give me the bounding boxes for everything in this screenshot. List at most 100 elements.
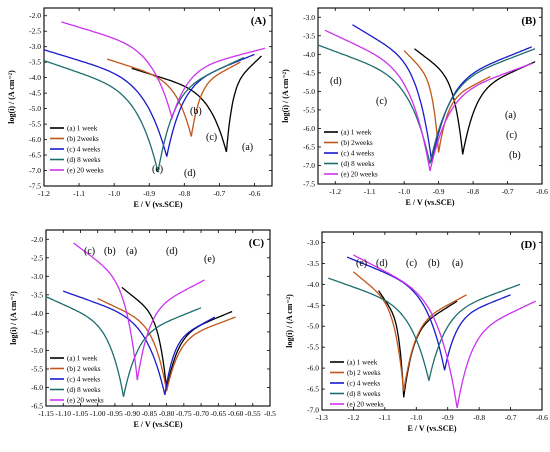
legend-entry: (a) 1 week <box>341 129 372 137</box>
y-tick-label: -2.5 <box>31 253 43 262</box>
x-tick-label: -0.95 <box>107 409 123 418</box>
legend-entry: (c) 4 weeks <box>67 376 100 384</box>
y-axis-label: log(i) / (A cm⁻²) <box>285 294 294 348</box>
y-tick-label: -4.5 <box>31 327 43 336</box>
y-tick-label: -3.5 <box>31 290 43 299</box>
legend-entry: (b) 2weeks <box>341 139 373 147</box>
legend-entry: (a) 1 week <box>67 125 98 133</box>
y-tick-label: -4.0 <box>31 309 43 318</box>
curve-annotation: (d) <box>184 168 196 179</box>
plot-frame <box>43 7 273 187</box>
y-tick-label: -5.0 <box>29 104 41 113</box>
x-axis-label: E / V (vs.SCE) <box>407 424 456 433</box>
y-tick-label: -5.5 <box>307 343 319 352</box>
series-line <box>45 296 202 397</box>
y-tick-label: -3.0 <box>31 272 43 281</box>
y-tick-label: -2.0 <box>29 11 41 20</box>
series-line <box>97 297 236 392</box>
panel-label: (C) <box>249 237 265 249</box>
series-line <box>317 44 536 164</box>
x-tick-label: -0.85 <box>142 409 158 418</box>
x-axis-label: E / V (vs.SCE) <box>133 200 182 209</box>
y-tick-label: -3.5 <box>29 58 41 67</box>
curve-annotation: (c) <box>506 130 517 141</box>
series-line <box>328 277 521 381</box>
curve-annotation: (c) <box>376 96 387 107</box>
y-tick-label: -5.0 <box>307 322 319 331</box>
series-line <box>378 290 458 398</box>
x-tick-label: -1.1 <box>73 189 85 198</box>
curve-annotation: (e) <box>204 254 215 265</box>
x-tick-label: -0.90 <box>124 409 140 418</box>
plot-frame <box>45 229 271 407</box>
curve-annotation: (a) <box>452 258 463 269</box>
panel-2: -1.2 -1.1 -1.0 -0.9 -0.8 -0.7 -0.6 -3.0 -3.5 -4.0… <box>281 7 548 207</box>
x-tick-label: -0.6 <box>536 413 548 422</box>
panel-label: (A) <box>251 15 267 27</box>
series-line <box>43 56 245 173</box>
y-tick-label: -2.0 <box>31 235 43 244</box>
x-tick-label: -1.0 <box>410 413 422 422</box>
x-tick-label: -1.2 <box>347 413 359 422</box>
x-tick-label: -0.7 <box>213 189 225 198</box>
y-tick-label: -6.5 <box>29 151 41 160</box>
y-tick-label: -4.5 <box>307 301 319 310</box>
panel-label: (D) <box>521 239 537 251</box>
series-line <box>352 24 532 162</box>
legend-entry: (d) 8 weeks <box>67 386 101 394</box>
y-tick-label: -6.0 <box>31 383 43 392</box>
x-tick-label: -0.65 <box>210 409 226 418</box>
x-tick-label: -0.9 <box>442 413 454 422</box>
x-tick-label: -0.8 <box>467 187 479 196</box>
x-tick-label: -0.5 <box>264 409 276 418</box>
x-tick-label: -0.9 <box>143 189 155 198</box>
y-tick-label: -4.0 <box>29 73 41 82</box>
legend-entry: (e) 20 weeks <box>341 171 378 179</box>
curve-annotation: (d) <box>376 258 388 269</box>
y-tick-label: -7.5 <box>303 180 315 189</box>
curve-annotation: (c) <box>206 132 217 143</box>
y-axis-label: log(i) / (A cm⁻²) <box>281 69 290 123</box>
x-tick-label: -1.05 <box>73 409 89 418</box>
legend-entry: (d) 8 weeks <box>341 160 375 168</box>
series-line <box>131 55 262 153</box>
y-tick-label: -3.5 <box>307 259 319 268</box>
curve-annotation: (e) <box>356 258 367 269</box>
y-tick-label: -5.5 <box>31 364 43 373</box>
y-tick-label: -7.0 <box>307 406 319 415</box>
curve-annotation: (b) <box>104 246 116 257</box>
y-tick-label: -3.0 <box>307 238 319 247</box>
legend-entry: (b) 2 weeks <box>347 369 381 377</box>
x-tick-label: -0.7 <box>502 187 514 196</box>
curve-annotation: (b) <box>190 106 202 117</box>
legend-entry: (e) 20 weeks <box>67 167 104 175</box>
y-tick-label: -2.5 <box>29 27 41 36</box>
x-tick-label: -1.15 <box>38 409 54 418</box>
series-line <box>346 256 511 371</box>
curve-annotation: (a) <box>505 110 516 121</box>
x-tick-label: -0.6 <box>536 187 548 196</box>
y-tick-label: -3.0 <box>29 42 41 51</box>
legend-entry: (d) 8 weeks <box>347 390 381 398</box>
legend-entry: (d) 8 weeks <box>67 156 101 164</box>
legend: (a) 1 week (b) 2weeks (c) 4 weeks (d) 8 wee… <box>324 129 378 179</box>
curve-annotation: (a) <box>126 246 137 257</box>
curve-annotation: (d) <box>330 76 342 87</box>
panel-3: -1.15 -1.10 -1.05 -1.00 -0.95 -0.90 -0.85 -0.80… <box>9 229 276 429</box>
y-axis-label: log(i) / (A cm⁻²) <box>7 70 16 124</box>
y-tick-label: -6.5 <box>307 385 319 394</box>
series-line <box>324 29 532 172</box>
x-tick-label: -1.2 <box>329 187 341 196</box>
y-tick-label: -4.5 <box>303 68 315 77</box>
x-tick-label: -0.70 <box>193 409 209 418</box>
panel-label: (B) <box>521 15 536 27</box>
y-tick-label: -3.0 <box>303 13 315 22</box>
y-tick-label: -6.0 <box>303 124 315 133</box>
y-tick-label: -5.5 <box>29 120 41 129</box>
legend: (a) 1 week (b) 2 weeks (c) 4 weeks (d) 8 we… <box>50 355 104 405</box>
x-tick-label: -1.3 <box>316 413 328 422</box>
legend-entry: (c) 4 weeks <box>347 380 380 388</box>
x-tick-label: -1.1 <box>364 187 376 196</box>
x-tick-label: -1.0 <box>108 189 120 198</box>
x-tick-label: -1.2 <box>38 189 50 198</box>
